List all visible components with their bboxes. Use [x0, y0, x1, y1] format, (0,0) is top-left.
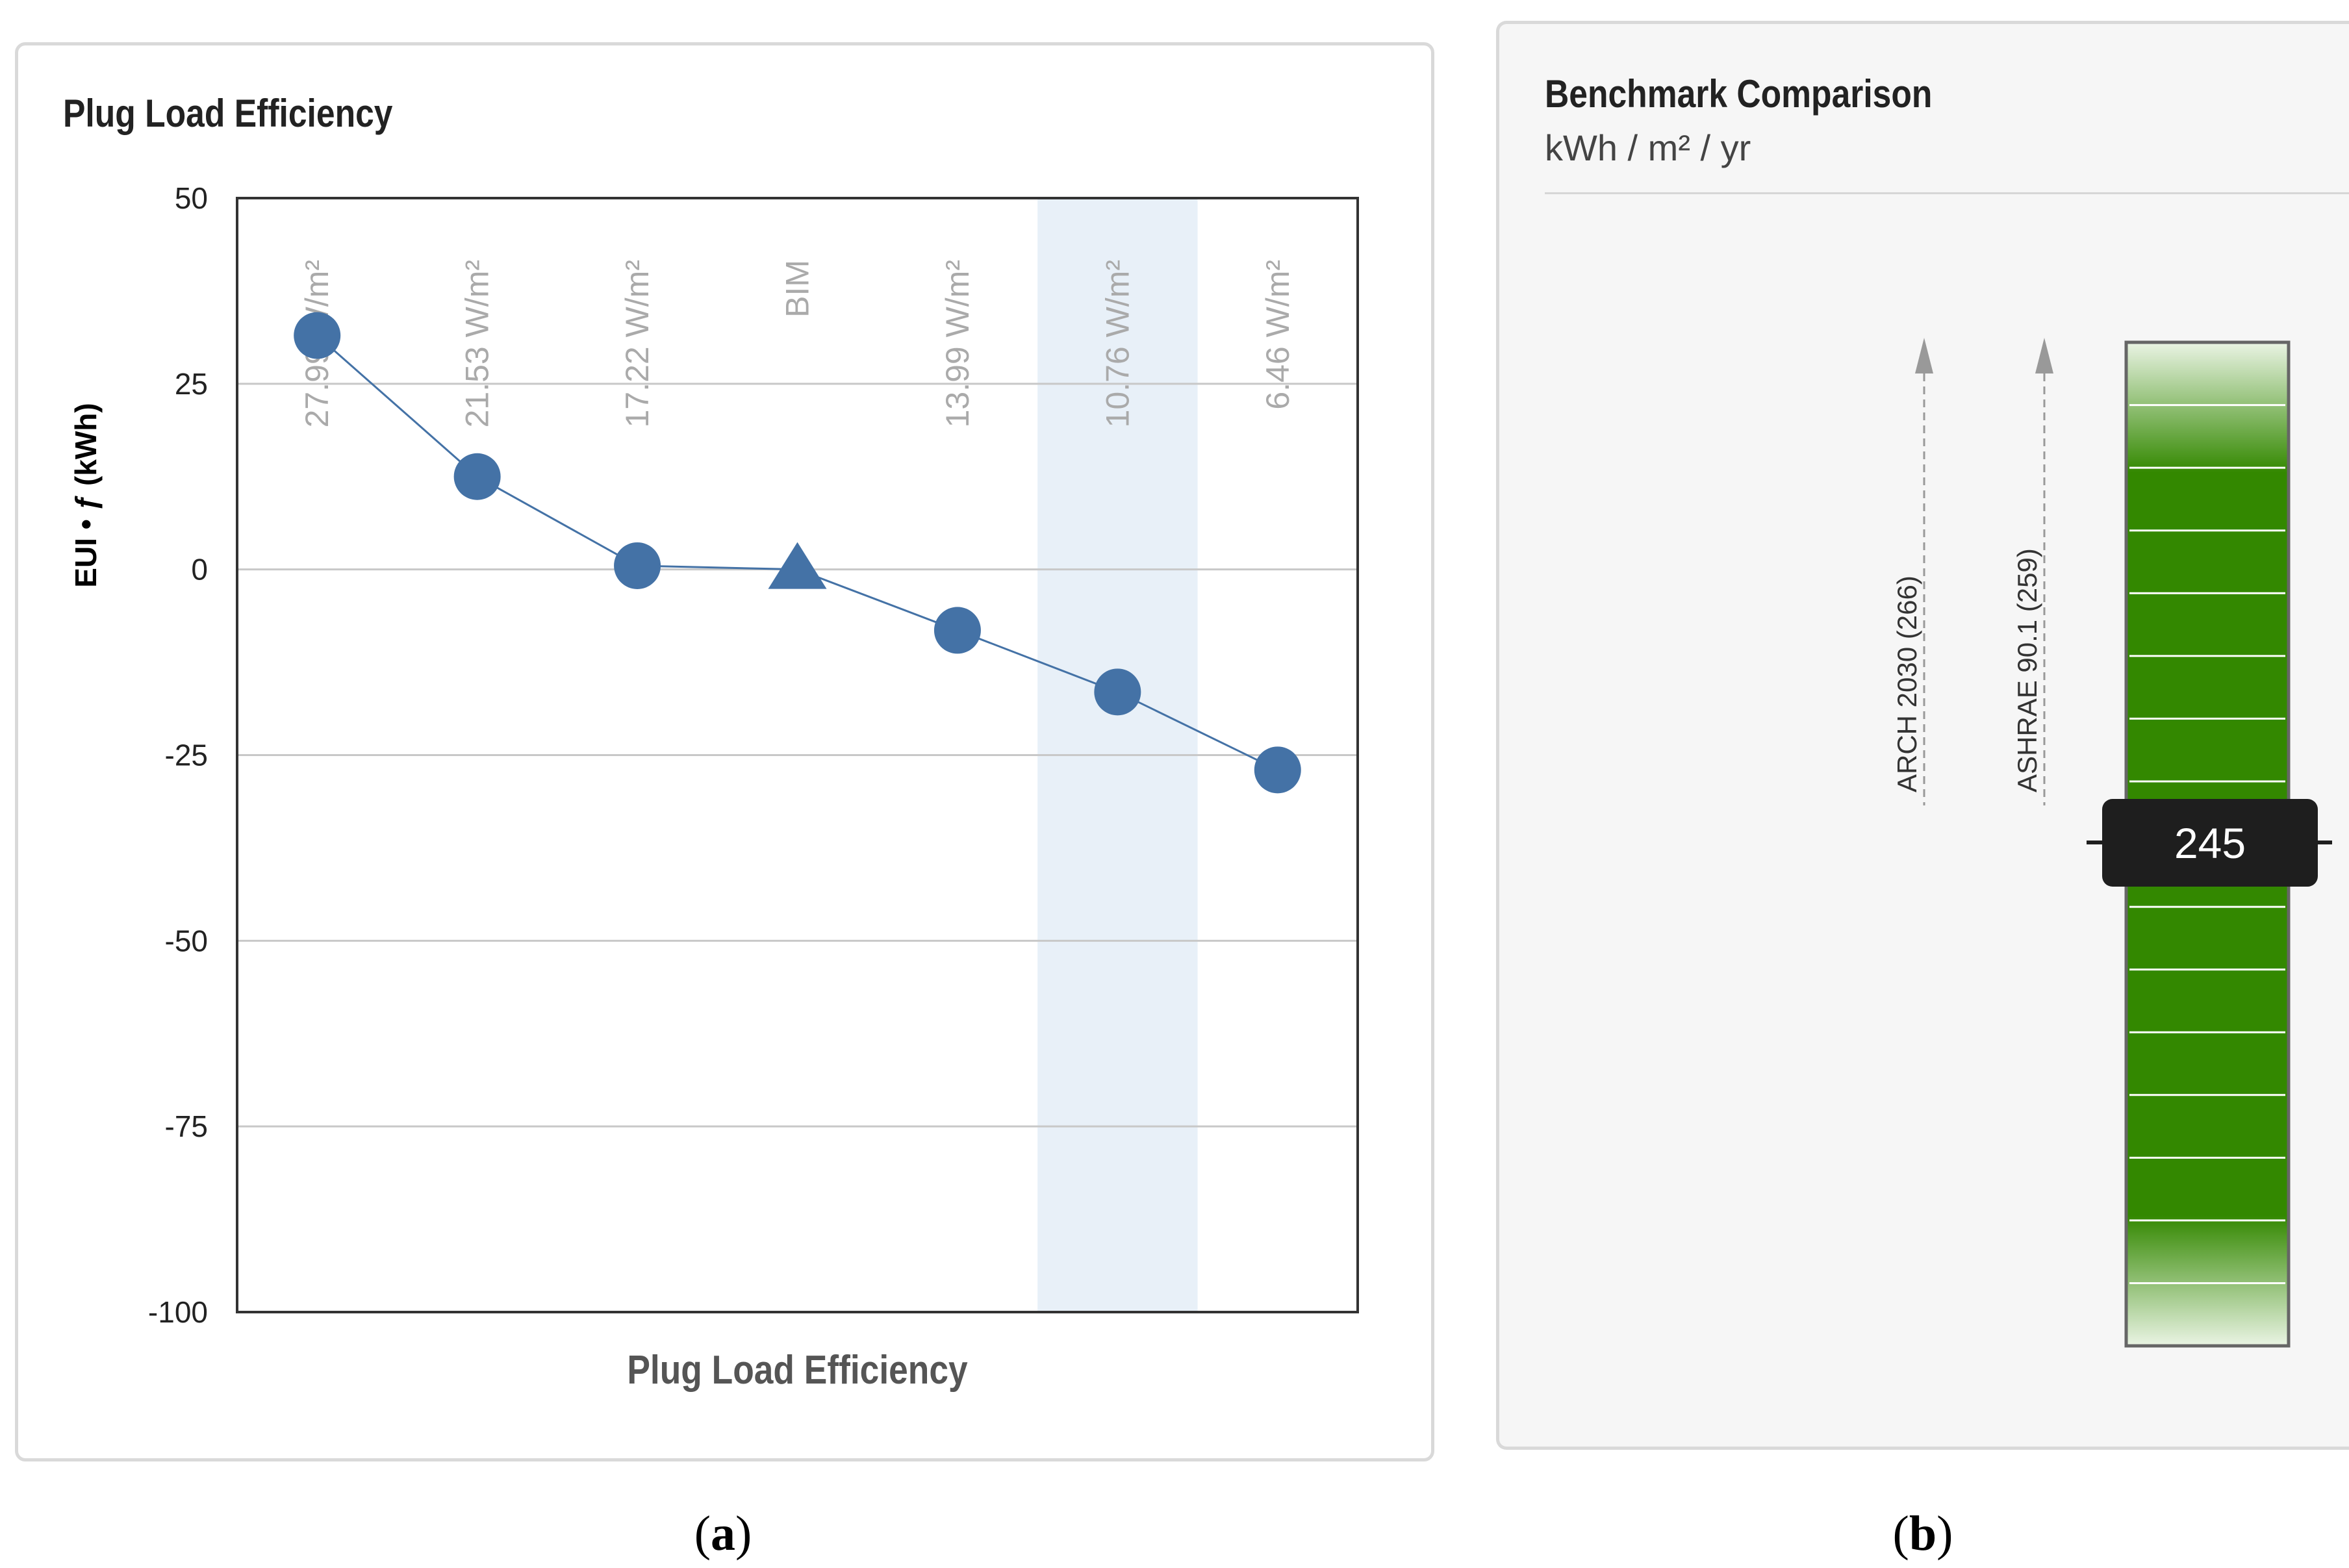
benchmark-title: Benchmark Comparison [1545, 72, 1933, 116]
benchmark-unit: kWh / m² / yr [1545, 127, 1751, 168]
benchmark-arrowhead [1915, 338, 1933, 373]
y-tick-label: 50 [175, 181, 208, 215]
category-label: 13.99 W/m² [939, 260, 976, 427]
data-point-triangle [768, 542, 827, 589]
y-tick-label: -50 [165, 924, 208, 957]
category-label: 10.76 W/m² [1099, 260, 1136, 427]
plug-load-panel [15, 42, 1434, 1461]
x-axis-title: Plug Load Efficiency [627, 1348, 967, 1393]
gauge-value-label: 245 [2174, 819, 2246, 867]
plug-load-title: Plug Load Efficiency [63, 92, 393, 135]
data-point [1094, 668, 1141, 716]
value-indicator [2102, 799, 2318, 887]
data-point [453, 453, 501, 500]
data-point [614, 542, 661, 589]
benchmark-label: ASHRAE 90.1 (259) [2012, 548, 2042, 792]
plot-frame [236, 197, 1359, 1313]
y-tick-label: -75 [165, 1109, 208, 1143]
data-point [1254, 746, 1301, 794]
y-tick-label: 0 [191, 553, 208, 587]
data-point [294, 312, 341, 359]
benchmark-divider [1545, 192, 2349, 194]
benchmark-arrowhead [2035, 338, 2053, 373]
caption-b: (b) [1892, 1506, 1953, 1561]
category-label: 17.22 W/m² [619, 260, 655, 427]
data-point [933, 607, 981, 654]
category-label: BIM [780, 260, 816, 318]
y-tick-label: -100 [148, 1295, 208, 1329]
benchmark-label: ARCH 2030 (266) [1892, 575, 1922, 792]
category-label: 6.46 W/m² [1260, 260, 1296, 410]
y-tick-label: 25 [175, 367, 208, 401]
category-label: 21.53 W/m² [459, 260, 496, 427]
caption-a: (a) [694, 1506, 752, 1561]
y-tick-label: -25 [165, 739, 208, 772]
y-axis-title: EUI • ƒ (kWh) [69, 403, 103, 587]
